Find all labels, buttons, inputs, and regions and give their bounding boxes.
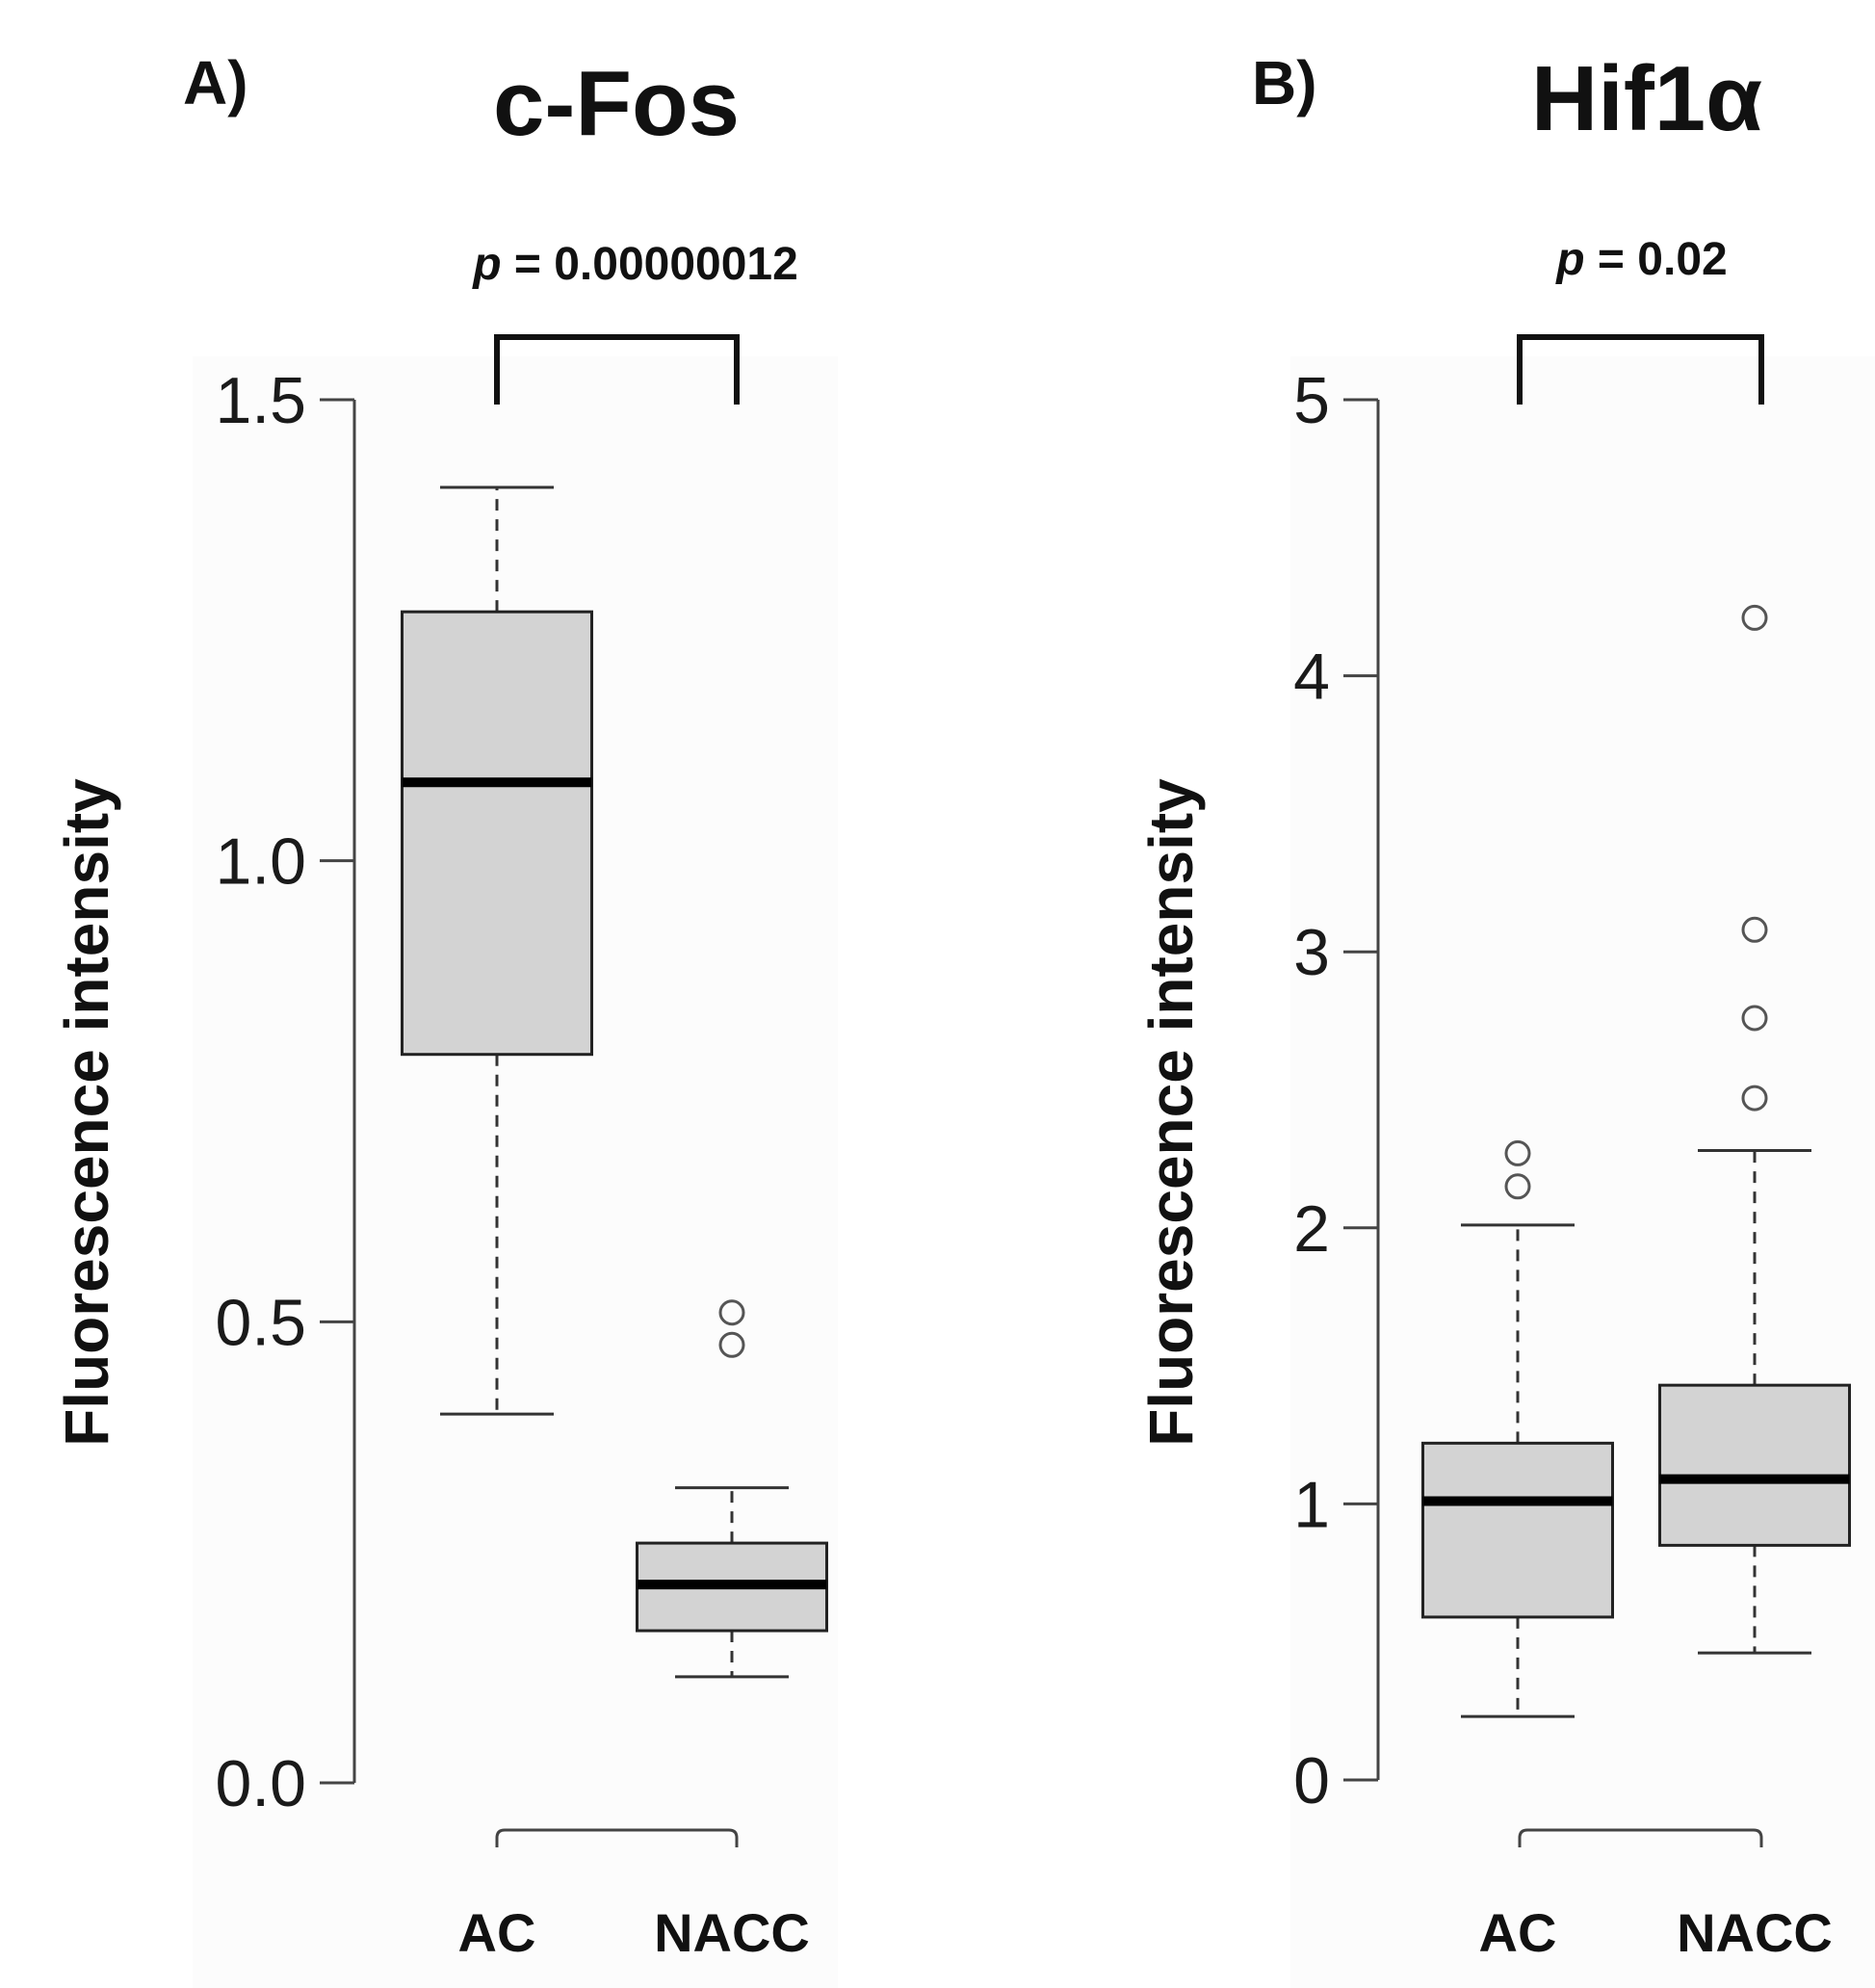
panel-a-significance-bracket <box>494 334 740 405</box>
panel-a-p-symbol: p <box>471 239 501 290</box>
panel-a-nacc-outlier <box>718 1299 745 1326</box>
panel-b: B) Hif1α p = 0.02 0 1 2 3 4 5 Fluorescence in… <box>1136 47 1875 1988</box>
panel-a-y-axis-label: Fluorescence intensity <box>52 778 121 1447</box>
panel-a-y-tick-label: 0.5 <box>215 1286 306 1359</box>
panel-b-nacc-outlier <box>1741 1005 1768 1032</box>
panel-b-nacc-outlier <box>1741 1085 1768 1112</box>
panel-b-p-symbol: p <box>1554 234 1584 285</box>
panel-b-nacc-outlier <box>1741 916 1768 943</box>
panel-a-ac-box <box>401 610 593 1057</box>
panel-b-y-tick-label: 3 <box>1293 916 1330 989</box>
panel-a-x-tick-ac: AC <box>458 1902 536 1963</box>
panel-a-p-value: p = 0.00000012 <box>471 239 798 290</box>
panel-a-title: c-Fos <box>493 52 740 155</box>
panel-b-ac-outlier <box>1504 1139 1531 1166</box>
panel-a-nacc-boxplot <box>636 1299 828 1679</box>
panel-a-y-tick-label: 1.0 <box>215 825 306 899</box>
panel-a-plot-background <box>193 356 838 1988</box>
panel-a-boxes <box>401 485 828 1679</box>
panel-b-p-number: = 0.02 <box>1585 234 1728 285</box>
panel-b-label: B) <box>1252 48 1317 118</box>
panel-b-boxes <box>1421 604 1851 1718</box>
panel-b-y-tick-label: 2 <box>1293 1192 1330 1266</box>
panel-b-y-axis-label: Fluorescence intensity <box>1136 778 1206 1447</box>
panel-b-x-tick-ac: AC <box>1479 1902 1557 1963</box>
panel-a: A) c-Fos p = 0.00000012 0.0 0.5 1.0 1.5 Flu… <box>52 48 838 1988</box>
panel-b-x-axis <box>1518 1828 1763 1847</box>
panel-a-x-axis <box>495 1828 739 1847</box>
panel-a-y-tick-label: 0.0 <box>215 1747 306 1820</box>
panel-b-y-tick-label: 5 <box>1293 364 1330 437</box>
panel-b-x-tick-nacc: NACC <box>1677 1902 1833 1963</box>
panel-a-nacc-outlier <box>718 1331 745 1358</box>
panel-b-y-tick-label: 1 <box>1293 1468 1330 1541</box>
panel-b-p-value: p = 0.02 <box>1554 234 1727 285</box>
panel-b-y-ticks: 0 1 2 3 4 5 <box>1293 364 1378 1818</box>
panel-b-ac-box <box>1421 1441 1614 1619</box>
panel-a-p-number: = 0.00000012 <box>502 239 798 290</box>
panel-b-y-tick-label: 4 <box>1293 641 1330 714</box>
panel-a-label: A) <box>183 48 248 118</box>
panel-b-nacc-box <box>1658 1383 1851 1547</box>
panel-b-plot-background <box>1290 356 1875 1988</box>
panel-a-y-ticks: 0.0 0.5 1.0 1.5 <box>215 364 354 1820</box>
panel-a-ac-boxplot <box>401 485 593 1416</box>
panel-b-nacc-outlier <box>1741 604 1768 631</box>
panel-a-y-tick-label: 1.5 <box>215 364 306 437</box>
panel-b-ac-boxplot <box>1421 1139 1614 1718</box>
panel-b-y-tick-label: 0 <box>1293 1744 1330 1818</box>
panel-b-title: Hif1α <box>1531 47 1762 150</box>
panel-a-x-tick-nacc: NACC <box>654 1902 810 1963</box>
panel-b-nacc-boxplot <box>1658 604 1851 1655</box>
panel-b-significance-bracket <box>1517 334 1764 405</box>
panel-b-ac-outlier <box>1504 1173 1531 1200</box>
